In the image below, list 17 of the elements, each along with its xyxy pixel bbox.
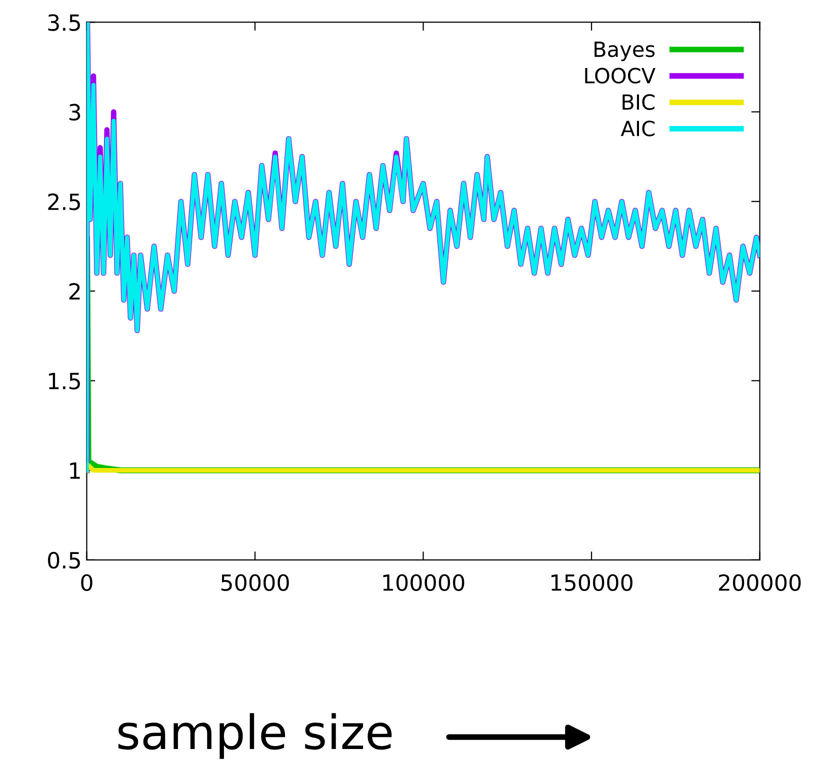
legend-label: AIC bbox=[620, 120, 654, 136]
x-tick-label: 150000 bbox=[552, 574, 632, 591]
legend-label: Bayes bbox=[594, 42, 655, 62]
x-tick-label: 200000 bbox=[718, 574, 801, 591]
x-tick-label: 100000 bbox=[383, 574, 464, 591]
x-tick-label: 50000 bbox=[221, 574, 289, 591]
y-tick-label: 1.5 bbox=[48, 372, 80, 390]
x-tick-label: 0 bbox=[81, 574, 92, 591]
y-tick-label: 3 bbox=[69, 104, 80, 121]
y-tick-label: 0.5 bbox=[48, 552, 80, 569]
y-tick-label: 1 bbox=[70, 462, 80, 479]
x-axis-title: sample size bbox=[118, 713, 392, 759]
y-tick-label: 2.5 bbox=[48, 193, 80, 210]
legend-label: BIC bbox=[622, 94, 654, 110]
y-tick-label: 3.5 bbox=[48, 14, 80, 31]
y-tick-label: 2 bbox=[69, 283, 80, 300]
legend-label: LOOCV bbox=[585, 68, 656, 84]
